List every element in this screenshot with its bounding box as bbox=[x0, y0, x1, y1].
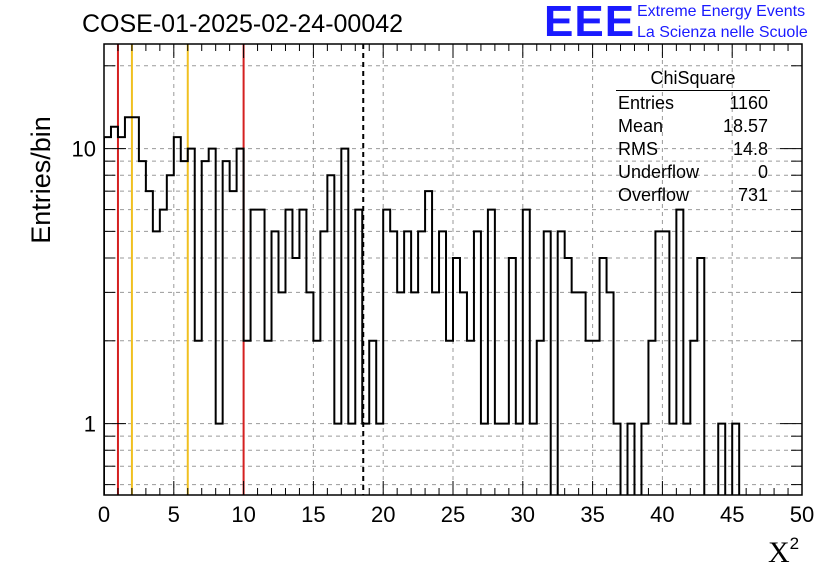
stats-value: 18.57 bbox=[722, 116, 768, 136]
x-tick-label: 30 bbox=[511, 502, 535, 527]
x-tick-label: 15 bbox=[301, 502, 325, 527]
x-tick-label: 0 bbox=[98, 502, 110, 527]
y-axis-title: Entries/bin bbox=[26, 116, 56, 244]
eee-logo-mark: EEE bbox=[544, 0, 636, 46]
stats-box-title: ChiSquare bbox=[650, 68, 736, 88]
stats-value: 0 bbox=[757, 162, 768, 182]
x-axis-title: X2 bbox=[768, 534, 799, 570]
y-tick-label: 1 bbox=[84, 412, 96, 437]
stats-row-rms: RMS 14.8 bbox=[612, 138, 774, 161]
stats-value: 14.8 bbox=[732, 139, 768, 159]
x-tick-label: 35 bbox=[580, 502, 604, 527]
stats-value: 731 bbox=[737, 185, 768, 205]
stats-row-underflow: Underflow 0 bbox=[612, 161, 774, 184]
stats-key: Entries bbox=[618, 93, 675, 113]
x-axis-title-superscript: 2 bbox=[789, 534, 800, 553]
stats-row-overflow: Overflow 731 bbox=[612, 184, 774, 207]
x-tick-label: 20 bbox=[371, 502, 395, 527]
stats-key: Mean bbox=[618, 116, 664, 136]
stats-key: Overflow bbox=[618, 185, 690, 205]
eee-logo: EEE Extreme Energy Events La Scienza nel… bbox=[544, 0, 834, 46]
x-tick-label: 25 bbox=[441, 502, 465, 527]
run-title: COSE-01-2025-02-24-00042 bbox=[82, 10, 404, 38]
x-tick-label: 50 bbox=[790, 502, 814, 527]
x-axis-title-symbol: X bbox=[768, 536, 790, 569]
logo-line-tagline: La Scienza nelle Scuole bbox=[637, 24, 808, 41]
y-tick-label: 10 bbox=[72, 137, 96, 162]
x-tick-label: 10 bbox=[231, 502, 255, 527]
x-tick-label: 5 bbox=[168, 502, 180, 527]
histogram-line bbox=[104, 116, 741, 495]
stats-key: Underflow bbox=[618, 162, 700, 182]
stats-row-mean: Mean 18.57 bbox=[612, 115, 774, 138]
stats-row-entries: Entries 1160 bbox=[612, 92, 774, 115]
stats-value: 1160 bbox=[729, 93, 768, 113]
stats-key: RMS bbox=[618, 139, 658, 159]
stats-box-separator bbox=[616, 90, 770, 91]
stats-box: ChiSquare Entries 1160 Mean 18.57 RMS 14… bbox=[612, 66, 774, 207]
x-tick-label: 40 bbox=[650, 502, 674, 527]
logo-line-project: Extreme Energy Events bbox=[637, 3, 806, 20]
x-tick-label: 45 bbox=[720, 502, 744, 527]
